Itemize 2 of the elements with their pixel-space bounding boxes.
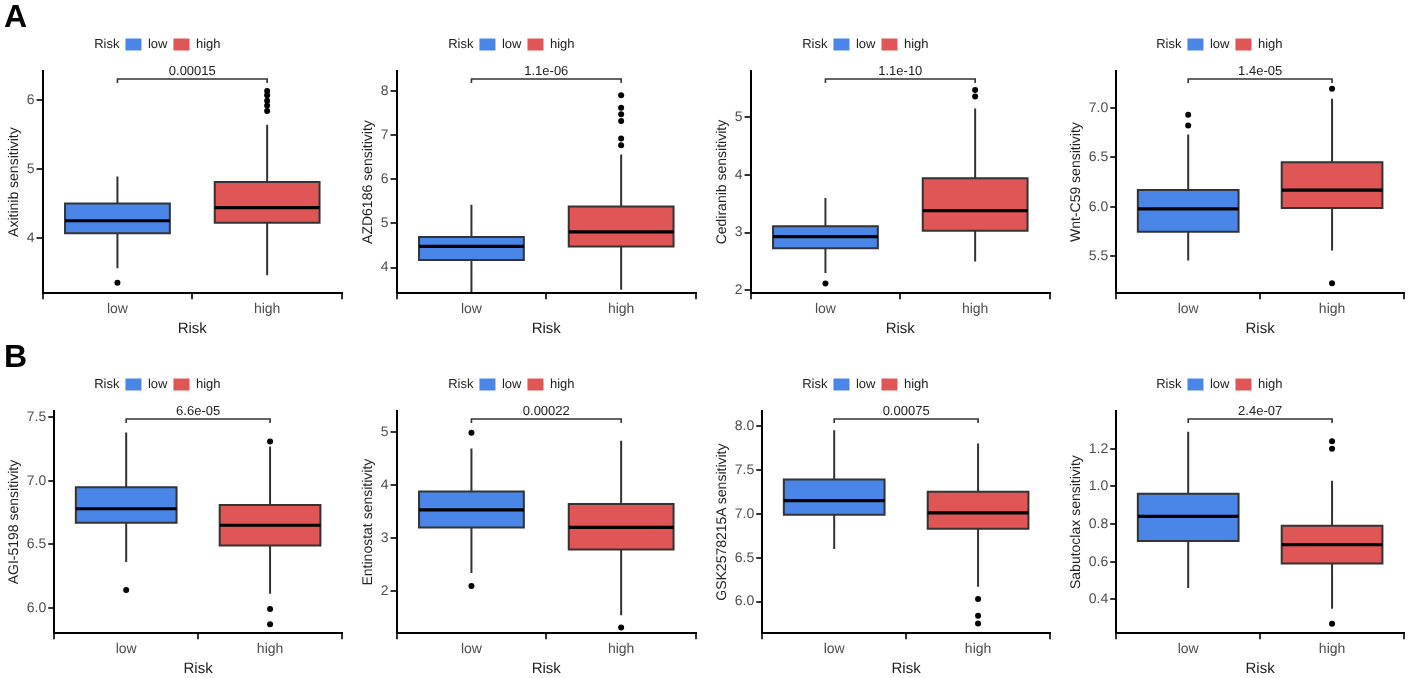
chart-title: A: [4, 0, 28, 35]
chart-title: B: [4, 340, 28, 375]
